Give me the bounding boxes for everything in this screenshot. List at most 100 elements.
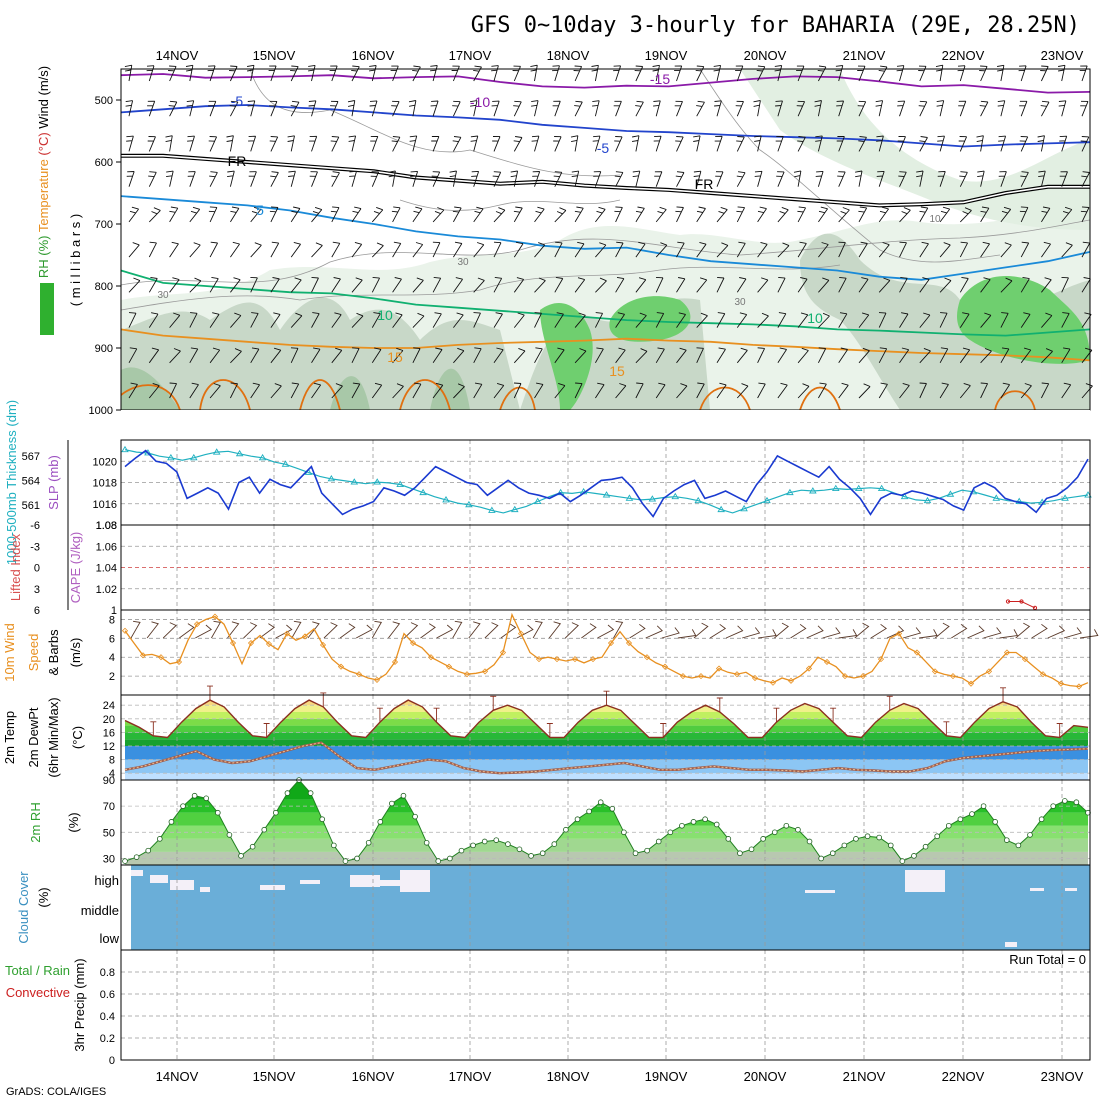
- temperature-band: [125, 705, 1088, 712]
- wind-barb: [674, 100, 683, 117]
- wind-barb: [331, 347, 343, 364]
- wind-barb: [432, 207, 445, 223]
- thickness-point: [831, 484, 840, 492]
- wind-barb: [347, 100, 356, 117]
- temperature-contour: [120, 73, 1091, 94]
- rh-unit-label: (%): [66, 812, 81, 832]
- rh-point: [157, 836, 163, 842]
- surface-wind-barb: [983, 627, 1002, 639]
- wind-barb: [1061, 206, 1073, 223]
- temp-max-whisker: [660, 723, 667, 738]
- wind-barb: [696, 312, 708, 328]
- rh-point: [365, 839, 372, 846]
- wind-speed-point: [1003, 649, 1011, 656]
- wind-barb: [473, 242, 485, 258]
- rh-point: [563, 826, 569, 833]
- wind-barb: [635, 348, 648, 364]
- wind-barb: [330, 136, 340, 152]
- wind-speed-point: [931, 668, 939, 675]
- thickness-point: [258, 453, 267, 461]
- contour-label: 10: [377, 307, 393, 323]
- rh-point: [597, 799, 604, 806]
- thickness-point: [786, 488, 794, 496]
- rh-point: [481, 838, 488, 845]
- temperature-contour: [120, 269, 1091, 337]
- wind-barb: [410, 170, 419, 187]
- rh-point: [632, 850, 639, 857]
- wind-barb: [430, 65, 438, 82]
- wind-barb: [513, 382, 522, 399]
- wind-barb: [736, 136, 745, 152]
- rh-tick-label: 50: [103, 827, 115, 839]
- wind-barb: [919, 347, 931, 364]
- cloud-level-label: high: [94, 873, 119, 888]
- thickness-point: [694, 496, 703, 504]
- bottom-date-label: 16NOV: [352, 1069, 395, 1084]
- thickness-point: [396, 480, 404, 487]
- top-date-label: 18NOV: [547, 48, 590, 63]
- rh-tick-label: 70: [103, 801, 115, 813]
- rh-point: [586, 808, 592, 815]
- wind-barb: [148, 171, 157, 187]
- wind-barb: [452, 136, 462, 152]
- wind-barb: [1000, 347, 1010, 364]
- wind-barb: [875, 100, 884, 117]
- thickness-point: [281, 460, 290, 467]
- wind-barb: [391, 100, 400, 117]
- wind-barb: [757, 241, 768, 258]
- wind-barb: [855, 170, 863, 187]
- wind-barb: [227, 170, 235, 187]
- wind-barb: [534, 312, 542, 328]
- wind-barb: [230, 206, 240, 223]
- thickness-point: [533, 497, 542, 504]
- rh-point: [342, 858, 349, 864]
- wind-barb: [838, 207, 850, 223]
- wind-barb: [1000, 206, 1012, 223]
- wind-barb: [391, 206, 401, 223]
- wind-barb: [331, 383, 343, 399]
- wind-barb: [1000, 242, 1012, 258]
- wind-barb: [166, 170, 174, 187]
- rh-point: [911, 853, 917, 859]
- rh-point: [876, 834, 882, 841]
- thickness-point: [212, 448, 221, 455]
- wind-barb: [189, 382, 199, 399]
- wind-barb: [797, 241, 807, 258]
- wind-barb: [979, 100, 989, 117]
- rh-point: [505, 841, 511, 847]
- wind-barb: [1041, 277, 1052, 293]
- temp-max-whisker: [773, 707, 780, 723]
- top-date-label: 23NOV: [1041, 48, 1084, 63]
- wind-barb: [311, 242, 323, 258]
- wind-barb: [473, 347, 482, 364]
- thickness-point: [1015, 497, 1024, 504]
- wind-barb: [1018, 65, 1027, 82]
- wind-speed-point: [157, 654, 165, 661]
- wind-barb: [473, 277, 485, 293]
- wind-barb: [959, 241, 969, 258]
- wind-barb: [716, 242, 729, 258]
- wind-barb: [676, 383, 688, 399]
- thickness-point: [648, 495, 657, 502]
- wind-barb: [169, 382, 178, 399]
- thickness-point: [992, 494, 1001, 501]
- warm-contour: [299, 379, 341, 411]
- surface-wind-barb: [355, 624, 373, 639]
- wind-barb: [147, 100, 156, 117]
- rh-point: [853, 836, 859, 842]
- wind-barb: [1079, 65, 1088, 82]
- surface-wind-barb: [1015, 622, 1031, 639]
- surface-wind-barb: [806, 625, 824, 639]
- bottom-date-label: 17NOV: [449, 1069, 492, 1084]
- temp-max-whisker: [886, 695, 893, 711]
- wind-barb: [534, 347, 543, 364]
- wind-barb: [858, 206, 868, 223]
- wind-barb: [675, 136, 684, 152]
- wind-barb: [248, 171, 257, 187]
- rh-point: [168, 819, 175, 825]
- wind-barb: [432, 241, 441, 258]
- wind-barb: [857, 100, 867, 117]
- wind-barb: [209, 347, 221, 364]
- surface-wind-barb: [291, 620, 302, 639]
- wind-barb: [230, 241, 240, 258]
